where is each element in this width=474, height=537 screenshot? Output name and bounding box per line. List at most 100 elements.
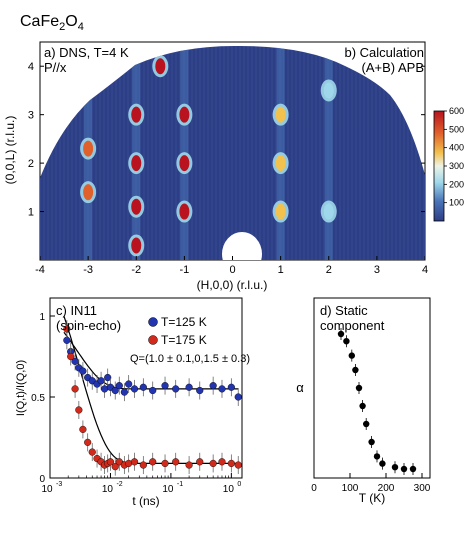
panel-c-point (185, 461, 193, 469)
panel-c-x-tick-label: 10 (162, 484, 174, 495)
panel-d-point (379, 460, 386, 467)
heatmap-y-ticks: 1 2 3 4 (28, 61, 425, 219)
panel-c-point (130, 385, 139, 393)
panel-c-point (115, 382, 123, 390)
panel-c-x-tick-exponent: 0 (237, 481, 241, 488)
heatmap-streak (276, 45, 285, 260)
panel-c-point (161, 459, 169, 468)
panel-c-point (234, 461, 242, 469)
heatmap-spot (131, 198, 142, 215)
panel-c-label2: (spin-echo) (56, 318, 121, 333)
panel-c-point (209, 459, 217, 468)
panel-c-point (227, 459, 235, 468)
panel-c-point (234, 393, 242, 401)
heatmap-spot (155, 58, 166, 75)
heatmap-spot (323, 82, 334, 99)
panel-c-x-tick-exponent: -2 (116, 481, 122, 488)
panel-d-point (409, 465, 417, 473)
panel-c-xlabel: t (ns) (132, 494, 159, 508)
panel-c-point (196, 386, 204, 395)
panel-d-point (359, 402, 366, 410)
panel-c-point (79, 425, 87, 434)
heatmap-streak (324, 45, 333, 260)
panel-c-point (120, 388, 128, 396)
panel-d-point (348, 352, 355, 359)
panel-c-x-tick-label: 10 (223, 484, 235, 495)
legend-blue-label: T=125 K (161, 315, 207, 329)
panel-c-x-tick-exponent: -1 (177, 481, 183, 488)
panel-c-point (185, 383, 193, 391)
legend-red-marker (148, 335, 158, 345)
panel-c-point (149, 458, 157, 466)
panel-c-point (71, 385, 79, 393)
heatmap-x-tick-label: -2 (131, 264, 141, 276)
panel-c-x-tick-exponent: -3 (56, 481, 62, 488)
heatmap-x-tick-label: 0 (229, 264, 235, 276)
heatmap-y-tick-label: 3 (28, 110, 34, 122)
panel-d: 0 100 200 300 d) Static component T (K) α (296, 297, 431, 505)
panel-c-point (161, 382, 169, 390)
heatmap-x-tick-label: -1 (179, 264, 189, 276)
heatmap-x-tick-label: -3 (83, 264, 93, 276)
panel-c-x-tick-label: 10 (41, 484, 53, 495)
colorbar-gradient (433, 110, 445, 222)
heatmap-y-tick-label: 2 (28, 158, 34, 170)
panel-d-point (363, 420, 370, 428)
heatmap-spot (275, 155, 286, 172)
heatmap-x-tick-label: 4 (422, 264, 428, 276)
colorbar-tick-label: 600 (449, 106, 464, 116)
heatmap-spot (275, 106, 286, 123)
panel-c-point (88, 448, 96, 456)
panel-d-point (337, 330, 345, 338)
heatmap-x-tick-label: 3 (374, 264, 380, 276)
panel-d-point (368, 438, 375, 446)
heatmap-spot (131, 155, 142, 172)
heatmap-spot (179, 106, 190, 123)
heatmap-spots (80, 55, 337, 257)
panel-a-label: a) DNS, T=4 K (44, 45, 129, 60)
q-annotation: Q=(1.0 ± 0.1,0,1.5 ± 0.3) (130, 353, 250, 365)
panel-c-point (97, 377, 105, 385)
panel-c-point (115, 458, 123, 466)
panel-d-points (337, 328, 417, 475)
panel-c-point (79, 367, 87, 375)
panel-d-ylabel: α (296, 380, 304, 395)
heatmap-spot (275, 203, 286, 220)
heatmap-streak (132, 45, 141, 260)
heatmap-xlabel: (H,0,0) (r.l.u.) (197, 278, 268, 292)
heatmap-spot (83, 140, 94, 157)
panel-c-point (218, 458, 226, 466)
panel-c-point (67, 352, 75, 361)
colorbar: 100 200 300 400 500 600 (433, 106, 464, 222)
heatmap-x-ticks: -4 -3 -2 -1 0 1 2 3 4 (35, 256, 428, 276)
legend-blue-marker (148, 317, 158, 327)
panel-c-point (196, 458, 204, 466)
heatmap-panel: -4 -3 -2 -1 0 1 2 3 4 1 2 3 4 a) DNS, T=4 K P//x b)… (3, 41, 428, 292)
beam-hole (222, 232, 262, 261)
panel-d-point (355, 384, 363, 392)
heatmap-x-tick-label: 1 (278, 264, 284, 276)
panel-c-point (111, 386, 119, 395)
panel-d-xlabel: T (K) (359, 491, 385, 505)
panel-b-label2: (A+B) APB (362, 60, 425, 75)
panel-d-x-tick-label: 0 (311, 483, 317, 494)
panel-b-label: b) Calculation (345, 45, 425, 60)
panel-d-x-tick-label: 100 (342, 483, 359, 494)
panel-d-ticks: 0 100 200 300 (311, 473, 431, 494)
colorbar-tick-label: 300 (449, 161, 464, 171)
panel-c-point (139, 461, 147, 469)
heatmap-ylabel: (0,0,L) (r.l.u.) (3, 116, 17, 185)
panel-c-point (218, 385, 226, 393)
panel-c-y-tick-label: 0.5 (31, 393, 45, 404)
heatmap-spot (323, 203, 334, 220)
panel-d-point (400, 465, 408, 473)
heatmap-y-tick-label: 4 (28, 61, 34, 73)
panel-c-point (139, 383, 147, 391)
panel-c-point (125, 380, 133, 388)
colorbar-tick-label: 100 (449, 198, 464, 208)
panel-c-frame (49, 297, 243, 479)
panel-d-x-tick-label: 200 (378, 483, 395, 494)
panel-c-label: c) IN11 (56, 303, 97, 318)
panel-c-point (130, 458, 139, 466)
